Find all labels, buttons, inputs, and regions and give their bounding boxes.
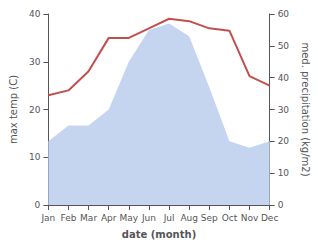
svg-text:0: 0	[278, 200, 284, 210]
svg-text:max temp (C): max temp (C)	[8, 75, 19, 144]
svg-text:40: 40	[278, 73, 290, 83]
svg-text:Mar: Mar	[80, 213, 97, 223]
svg-text:30: 30	[29, 57, 41, 67]
svg-text:20: 20	[29, 105, 41, 115]
svg-text:date (month): date (month)	[122, 229, 196, 240]
svg-text:40: 40	[29, 9, 41, 19]
svg-text:Jul: Jul	[163, 213, 175, 223]
svg-text:Sep: Sep	[201, 213, 218, 223]
svg-text:60: 60	[278, 9, 290, 19]
svg-text:Aug: Aug	[180, 213, 198, 223]
svg-text:10: 10	[278, 168, 290, 178]
svg-text:med. precipitation (kg/m2): med. precipitation (kg/m2)	[300, 42, 311, 176]
svg-text:Nov: Nov	[241, 213, 259, 223]
svg-text:30: 30	[278, 105, 290, 115]
svg-text:Apr: Apr	[101, 213, 117, 223]
svg-text:Feb: Feb	[61, 213, 77, 223]
svg-text:May: May	[120, 213, 139, 223]
svg-text:10: 10	[29, 152, 41, 162]
svg-text:Dec: Dec	[261, 213, 278, 223]
svg-text:50: 50	[278, 41, 290, 51]
svg-text:20: 20	[278, 136, 290, 146]
svg-text:Jun: Jun	[141, 213, 156, 223]
svg-text:0: 0	[35, 200, 41, 210]
svg-text:Jan: Jan	[40, 213, 55, 223]
svg-text:Oct: Oct	[222, 213, 238, 223]
